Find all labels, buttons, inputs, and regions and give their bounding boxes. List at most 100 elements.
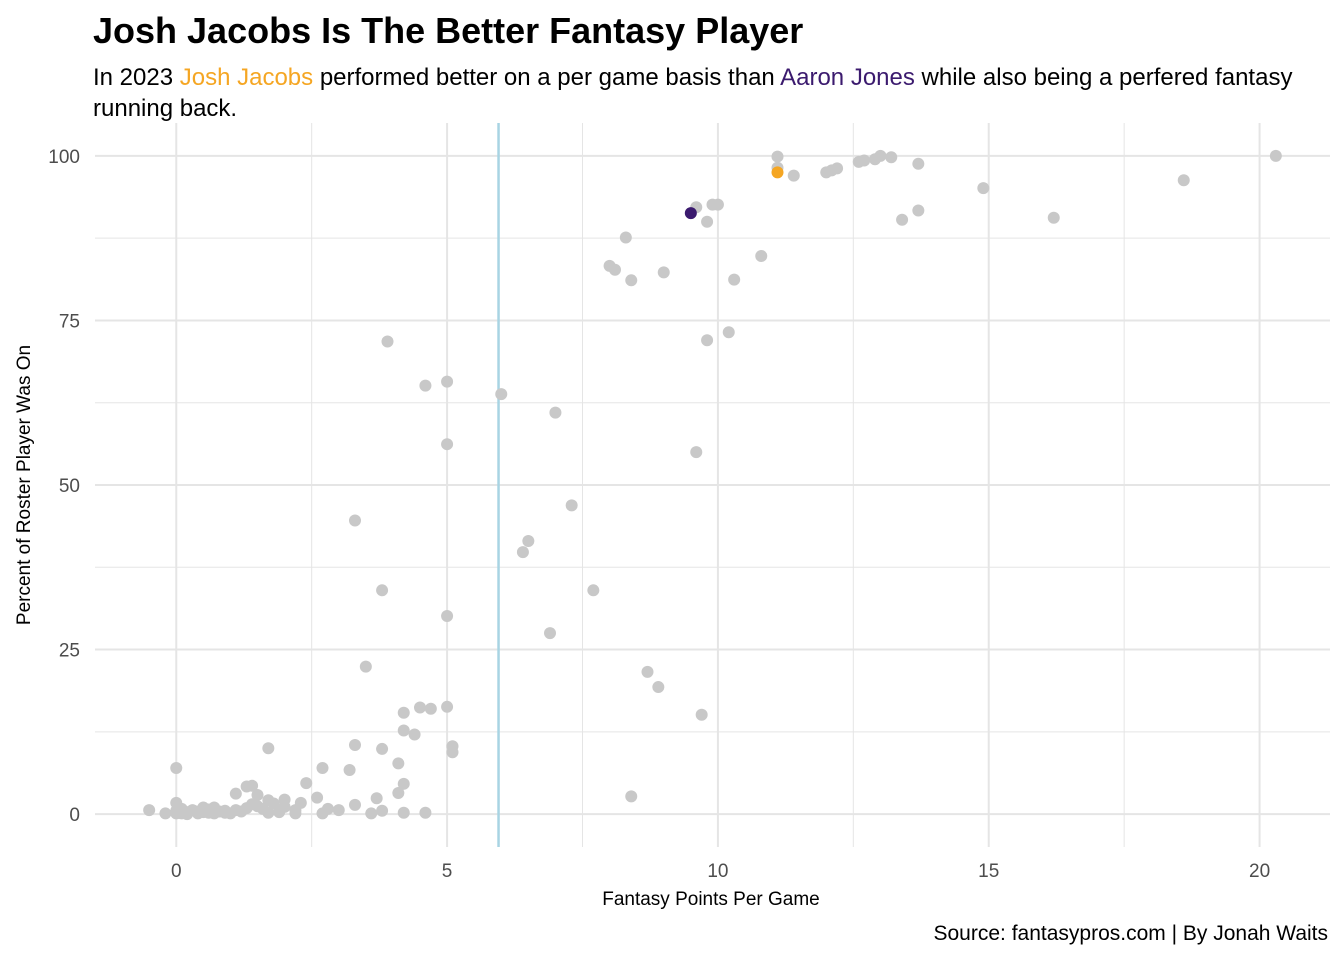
y-axis-title: Percent of Roster Player Was On (14, 345, 35, 625)
data-point (885, 151, 898, 164)
data-point (625, 790, 638, 803)
data-point (619, 231, 632, 244)
data-point (1047, 211, 1060, 224)
x-tick-label: 15 (978, 861, 999, 882)
data-point (392, 757, 405, 770)
y-tick-label: 0 (69, 805, 80, 826)
data-point (381, 335, 394, 348)
data-points (143, 149, 1282, 821)
data-point (912, 204, 925, 217)
highlighted-points (684, 166, 784, 220)
data-point (397, 806, 410, 819)
data-point (273, 806, 286, 819)
data-point (365, 807, 378, 820)
data-point (349, 738, 361, 751)
subtitle-text-3: while also being a perfered fantasy runn… (93, 64, 1293, 122)
data-point (419, 379, 432, 392)
data-point (408, 728, 421, 741)
data-point (441, 438, 454, 451)
data-point (706, 198, 719, 211)
data-point (544, 627, 556, 640)
data-point (565, 499, 578, 512)
data-point (240, 780, 253, 793)
highlight-point (684, 207, 697, 220)
highlight-point (771, 166, 784, 179)
x-tick-label: 5 (442, 861, 453, 882)
data-point (376, 804, 389, 817)
data-point (977, 182, 990, 195)
subtitle-text-1: In 2023 (93, 64, 180, 91)
subtitle-text-2: performed better on a per game basis tha… (313, 64, 781, 91)
data-point (251, 789, 264, 802)
data-point (262, 794, 275, 807)
data-point (419, 806, 432, 819)
data-point (771, 150, 784, 163)
data-point (300, 777, 313, 790)
data-point (332, 804, 345, 817)
data-point (695, 708, 708, 721)
major-gridlines (95, 123, 1330, 847)
data-point (397, 706, 410, 719)
data-point (376, 584, 389, 597)
data-point (143, 804, 156, 817)
data-point (311, 791, 324, 804)
subtitle-highlight-jones: Aaron Jones (780, 64, 915, 91)
data-point (896, 213, 909, 226)
x-tick-label: 0 (171, 861, 182, 882)
data-point (755, 249, 768, 262)
data-point (657, 266, 670, 279)
data-point (170, 762, 183, 775)
x-tick-label: 10 (707, 861, 728, 882)
data-point (820, 166, 833, 179)
data-point (441, 375, 454, 388)
data-point (343, 763, 356, 776)
data-point (359, 660, 372, 673)
data-point (701, 334, 714, 347)
data-point (397, 724, 410, 737)
chart-subtitle: In 2023 Josh Jacobs performed better on … (93, 62, 1313, 124)
data-point (202, 806, 215, 819)
data-point (229, 787, 242, 800)
chart-caption: Source: fantasypros.com | By Jonah Waits (933, 922, 1328, 945)
data-point (349, 798, 361, 811)
data-point (690, 446, 703, 459)
data-point (414, 701, 426, 714)
data-point (587, 584, 600, 597)
data-point (441, 700, 454, 713)
data-point (869, 153, 881, 166)
data-point (787, 169, 800, 182)
y-tick-label: 75 (59, 311, 80, 332)
data-point (549, 406, 562, 419)
x-axis-title: Fantasy Points Per Game (602, 889, 820, 910)
data-point (424, 702, 437, 715)
data-point (495, 388, 508, 401)
y-tick-label: 50 (59, 476, 80, 497)
chart-title: Josh Jacobs Is The Better Fantasy Player (93, 10, 804, 51)
data-point (1269, 149, 1282, 162)
data-point (397, 777, 410, 790)
data-point (625, 274, 638, 287)
data-point (289, 807, 302, 820)
data-point (852, 155, 865, 168)
data-point (370, 792, 383, 805)
data-point (641, 665, 654, 678)
data-point (316, 762, 329, 775)
y-tick-label: 100 (48, 147, 80, 168)
data-point (441, 609, 454, 622)
data-point (1177, 174, 1190, 187)
x-axis-ticks: 0 5 10 15 20 (171, 861, 1270, 882)
data-point (722, 326, 735, 339)
data-point (603, 259, 616, 272)
data-point (652, 681, 665, 694)
data-point (392, 787, 405, 800)
data-point (522, 534, 535, 547)
data-point (728, 273, 741, 286)
y-axis-ticks: 0 25 50 75 100 (48, 147, 80, 826)
data-point (191, 805, 204, 818)
data-point (175, 802, 188, 815)
y-tick-label: 25 (59, 641, 80, 662)
data-point (516, 546, 529, 559)
data-point (262, 742, 275, 755)
data-point (159, 807, 172, 820)
